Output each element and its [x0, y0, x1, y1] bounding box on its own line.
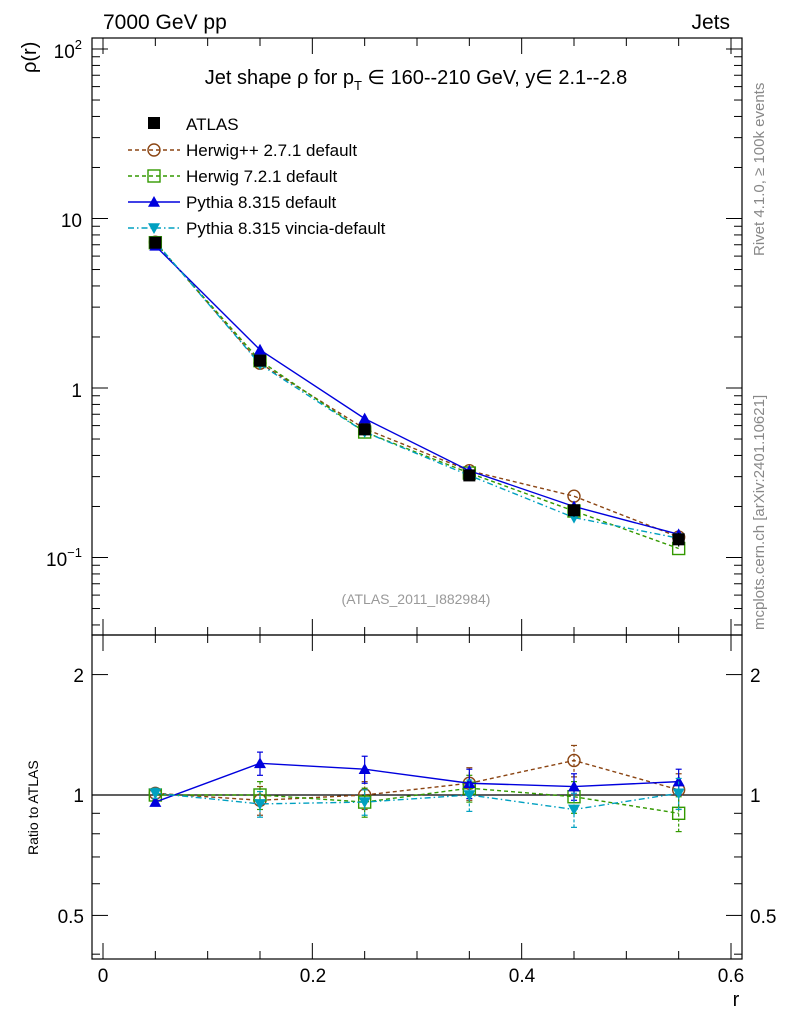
ratio-point-vincia-5 — [672, 788, 685, 800]
ratio-line-vincia — [155, 792, 679, 811]
atlas-point-0 — [149, 236, 162, 249]
x-tick-0: 0 — [98, 966, 109, 987]
x-tick-3: 0.6 — [718, 966, 744, 987]
ratio-point-pythia-3 — [463, 777, 476, 789]
legend-marker-atlas — [148, 117, 160, 129]
series-herwigpp — [148, 235, 686, 544]
x-axis-title: r — [733, 989, 740, 1011]
ratio-point-pythia-1 — [254, 757, 266, 769]
ratio-point-pythia-5 — [672, 775, 685, 787]
ratio-point-vincia-1 — [254, 799, 266, 810]
series-line-pythia — [154, 245, 679, 536]
main-series-layer — [148, 235, 686, 556]
legend-label-herwig7: Herwig 7.2.1 default — [186, 167, 337, 186]
header-energy: 7000 GeV pp — [103, 11, 227, 34]
ratio-tick-two-left: 2 — [73, 666, 84, 687]
y-tick-hundred: 102 — [54, 37, 82, 63]
series-line-herwigpp — [154, 241, 679, 538]
y-tick-one: 1 — [71, 381, 82, 402]
legend-label-vincia: Pythia 8.315 vincia-default — [186, 219, 386, 238]
header-category: Jets — [691, 11, 730, 34]
ratio-point-vincia-2 — [358, 797, 371, 809]
ratio-point-vincia-0 — [149, 788, 162, 800]
ratio-tick-two-right: 2 — [750, 666, 761, 687]
ratio-point-pythia-4 — [568, 780, 580, 792]
point-pythia-1 — [254, 343, 266, 355]
ratio-tick-half-right: 0.5 — [750, 907, 776, 928]
ratio-series-layer — [148, 744, 686, 833]
analysis-watermark: (ATLAS_2011_I882984) — [342, 591, 491, 607]
atlas-point-1 — [254, 354, 266, 367]
main-y-minor-ticks — [92, 48, 742, 626]
y-axis-title: ρ(r) — [19, 42, 41, 73]
series-herwig7 — [148, 235, 686, 556]
atlas-point-4 — [568, 504, 580, 517]
atlas-point-2 — [358, 423, 371, 436]
ratio-tick-one-left: 1 — [73, 786, 84, 807]
ratio-series-vincia — [149, 777, 685, 828]
ratio-line-herwig7 — [155, 787, 679, 814]
series-pythia — [149, 239, 685, 540]
legend-marker-vincia — [148, 223, 160, 234]
plot-title: Jet shape ρ for pT ∈ 160--210 GeV, y∈ 2.… — [205, 67, 628, 93]
ratio-tick-half-left: 0.5 — [58, 907, 84, 928]
x-tick-2: 0.4 — [509, 966, 536, 987]
ratio-point-pythia-0 — [149, 796, 162, 807]
side-rivet-label: Rivet 4.1.0, ≥ 100k events — [751, 83, 768, 256]
ratio-panel-frame — [91, 634, 743, 960]
ratio-y-minor-ticks — [92, 674, 742, 955]
legend-marker-herwigpp — [147, 143, 161, 157]
y-tick-tenth: 10−1 — [46, 545, 82, 571]
y-tick-ten: 10 — [61, 211, 82, 232]
ratio-point-pythia-2 — [358, 763, 371, 775]
series-vincia — [149, 236, 685, 545]
legend-label-herwigpp: Herwig++ 2.7.1 default — [186, 141, 357, 160]
series-line-vincia — [154, 241, 679, 539]
legend-marker-herwig7 — [147, 169, 161, 183]
series-atlas — [149, 236, 685, 547]
ratio-series-herwig7 — [148, 774, 686, 833]
atlas-point-3 — [463, 469, 476, 482]
series-line-herwig7 — [154, 242, 679, 550]
ratio-tick-one-right: 1 — [750, 786, 761, 807]
x-tick-1: 0.2 — [300, 966, 326, 987]
legend: ATLAS Herwig++ 2.7.1 default Herwig 7.2.… — [128, 115, 386, 238]
ratio-point-herwigpp-4 — [567, 753, 581, 768]
legend-label-atlas: ATLAS — [186, 115, 239, 134]
atlas-point-5 — [672, 533, 685, 546]
ratio-point-vincia-4 — [568, 804, 580, 816]
ratio-axis-title: Ratio to ATLAS — [25, 760, 41, 855]
x-axis-ticks — [102, 38, 732, 959]
point-pythia-2 — [358, 412, 371, 424]
ratio-point-vincia-3 — [463, 790, 476, 801]
ratio-line-herwigpp — [155, 759, 679, 801]
legend-label-pythia: Pythia 8.315 default — [186, 193, 337, 212]
side-mcplots-label: mcplots.cern.ch [arXiv:2401.10621] — [751, 395, 768, 630]
legend-marker-pythia — [148, 196, 160, 207]
ratio-line-pythia — [155, 762, 679, 803]
